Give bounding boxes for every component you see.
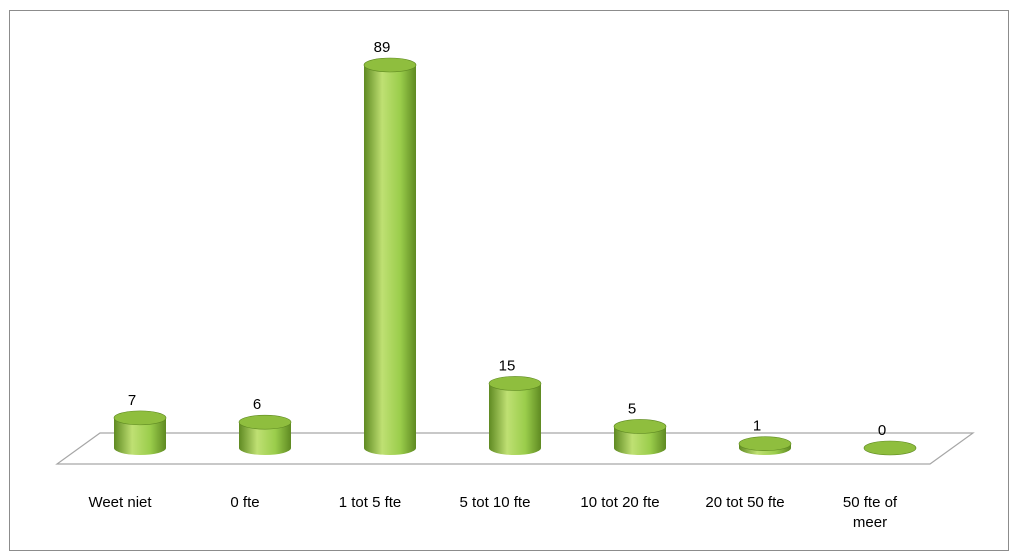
bar-top [863, 440, 917, 456]
data-label: 89 [374, 39, 391, 56]
bar-body [364, 65, 416, 455]
x-tick-label: 10 tot 20 fte [580, 494, 659, 511]
bar-body [614, 426, 666, 455]
bar-top [613, 419, 667, 434]
x-tick-label: 0 fte [230, 494, 259, 511]
bar-top [488, 376, 542, 391]
data-label: 6 [253, 396, 261, 413]
bar [238, 414, 292, 455]
data-label: 5 [628, 400, 636, 417]
bar-series [113, 57, 917, 456]
data-label: 1 [753, 418, 761, 435]
bar-top [363, 57, 417, 73]
x-tick-label: 5 tot 10 fte [460, 494, 531, 511]
x-tick-label: 1 tot 5 fte [339, 494, 402, 511]
bar [863, 440, 917, 456]
x-tick-label: 50 fte of meer [843, 494, 898, 531]
data-label: 7 [128, 392, 136, 409]
x-tick-label: Weet niet [88, 494, 152, 511]
bar [363, 57, 417, 455]
bar-top [238, 414, 292, 430]
value-labels: 7 6 89 15 5 1 0 [128, 39, 886, 439]
bar [613, 419, 667, 455]
bar-body [489, 383, 541, 455]
bar [738, 436, 792, 455]
x-tick-label: 20 tot 50 fte [705, 494, 784, 511]
bar-top [113, 410, 167, 426]
bar-top [738, 436, 792, 451]
bar-body [114, 417, 166, 455]
data-label: 15 [499, 357, 516, 374]
bar [488, 376, 542, 455]
data-label: 0 [878, 422, 886, 439]
bar [113, 410, 167, 455]
bar-body [239, 422, 291, 455]
category-labels: Weet niet 0 fte 1 tot 5 fte 5 tot 10 fte 10 … [88, 494, 897, 531]
